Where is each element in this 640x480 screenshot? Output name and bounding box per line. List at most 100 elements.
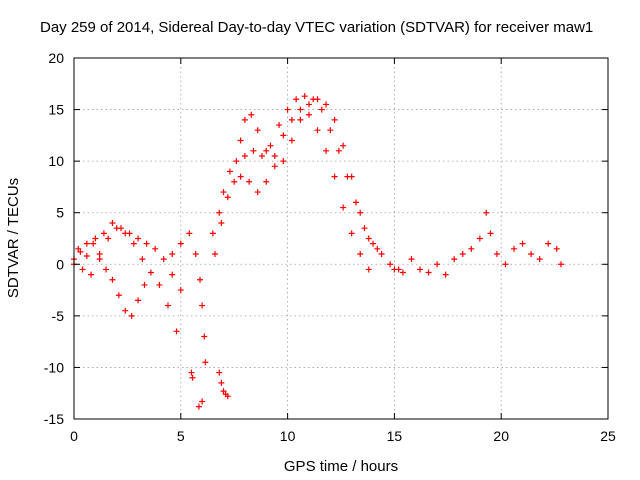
series-trace-i <box>391 209 565 278</box>
data-point <box>103 266 110 273</box>
data-point <box>442 271 449 278</box>
data-point <box>254 189 261 196</box>
x-tick-label: 0 <box>70 428 78 444</box>
data-point <box>152 245 159 252</box>
data-point <box>483 209 490 216</box>
series-trace-f <box>209 93 402 273</box>
data-point <box>231 178 238 185</box>
data-point <box>233 158 240 165</box>
plot-frame <box>73 57 609 420</box>
data-point <box>128 312 135 319</box>
data-point <box>143 240 150 247</box>
data-point <box>553 245 560 252</box>
data-point <box>192 250 199 257</box>
data-point <box>335 147 342 154</box>
data-point <box>75 245 82 252</box>
x-tick-label: 20 <box>493 428 509 444</box>
data-point <box>361 225 368 232</box>
data-point <box>301 93 308 100</box>
data-point <box>284 106 291 113</box>
data-point <box>254 127 261 134</box>
data-point <box>391 266 398 273</box>
data-point <box>246 178 253 185</box>
data-point <box>224 194 231 201</box>
data-point <box>96 250 103 257</box>
data-point <box>365 235 372 242</box>
series-trace-a <box>71 240 148 319</box>
data-point <box>211 250 218 257</box>
data-point <box>288 137 295 144</box>
data-point <box>83 253 90 260</box>
data-point <box>199 398 206 405</box>
data-point <box>83 240 90 247</box>
data-point <box>357 209 364 216</box>
series-trace-c <box>75 220 184 294</box>
data-point <box>160 256 167 263</box>
data-point <box>96 256 103 263</box>
data-point <box>476 235 483 242</box>
data-point <box>323 101 330 108</box>
data-point <box>399 269 406 276</box>
data-point <box>130 240 137 247</box>
y-tick-label: 10 <box>48 153 64 169</box>
y-tick-label: -10 <box>44 359 64 375</box>
x-tick-label: 10 <box>280 428 296 444</box>
data-point <box>536 256 543 263</box>
data-point <box>199 302 206 309</box>
grid <box>74 58 608 419</box>
data-point <box>276 122 283 129</box>
data-point <box>79 266 86 273</box>
y-tick-label: 15 <box>48 102 64 118</box>
data-point <box>263 147 270 154</box>
data-point <box>177 240 184 247</box>
data-point <box>451 256 458 263</box>
data-point <box>216 209 223 216</box>
data-point <box>173 328 180 335</box>
data-point <box>109 220 116 227</box>
data-point <box>348 230 355 237</box>
data-point <box>169 250 176 257</box>
data-point <box>348 173 355 180</box>
series-trace-d <box>169 230 209 410</box>
data-point <box>352 199 359 206</box>
data-point <box>314 96 321 103</box>
x-axis-label: GPS time / hours <box>284 458 398 475</box>
data-point <box>250 147 257 154</box>
data-point <box>216 369 223 376</box>
y-axis-label: SDTVAR / TECUs <box>5 178 22 298</box>
data-point <box>365 266 372 273</box>
data-point <box>545 240 552 247</box>
data-point <box>434 261 441 268</box>
y-tick-label: 0 <box>56 256 64 272</box>
x-tick-label: 25 <box>600 428 616 444</box>
data-point <box>141 281 148 288</box>
data-point <box>374 245 381 252</box>
data-point <box>201 333 208 340</box>
data-point <box>147 269 154 276</box>
data-point <box>305 111 312 118</box>
data-point <box>100 230 107 237</box>
data-point <box>220 388 227 395</box>
series-trace-h <box>237 96 381 252</box>
data-point <box>511 245 518 252</box>
x-tick-label: 15 <box>387 428 403 444</box>
data-point <box>305 101 312 108</box>
data-point <box>459 250 466 257</box>
data-point <box>115 292 122 299</box>
data-point <box>487 230 494 237</box>
data-point <box>202 359 209 366</box>
data-point <box>237 137 244 144</box>
data-point <box>188 369 195 376</box>
data-point <box>164 302 171 309</box>
data-point <box>408 256 415 263</box>
data-point <box>226 168 233 175</box>
y-tick-label: -15 <box>44 411 64 427</box>
data-point <box>387 261 394 268</box>
data-point <box>314 127 321 134</box>
data-point <box>293 96 300 103</box>
data-point <box>263 178 270 185</box>
data-point <box>135 297 142 304</box>
data-point <box>323 147 330 154</box>
data-point <box>197 276 204 283</box>
